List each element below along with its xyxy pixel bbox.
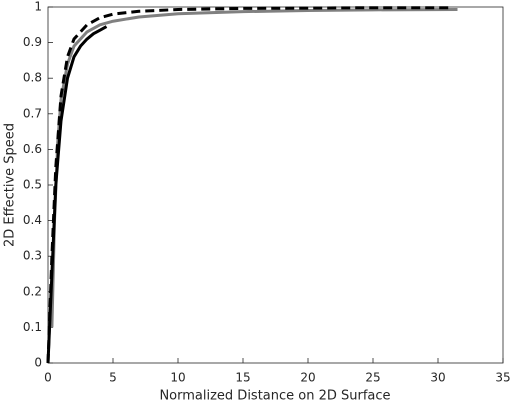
y-tick-label: 1 bbox=[34, 0, 42, 14]
data-line bbox=[46, 6, 451, 364]
y-tick-label: 0.8 bbox=[23, 71, 42, 85]
plot-frame bbox=[47, 6, 504, 364]
y-axis-label: 2D Effective Speed bbox=[3, 123, 18, 247]
y-tick-label: 0.4 bbox=[23, 213, 42, 227]
y-tick-label: 0.5 bbox=[23, 178, 42, 192]
x-tick-label: 10 bbox=[170, 371, 185, 385]
x-axis-label: Normalized Distance on 2D Surface bbox=[159, 389, 390, 403]
x-tick-label: 0 bbox=[44, 371, 52, 385]
y-tick-label: 0 bbox=[34, 356, 42, 370]
y-tick-label: 0.9 bbox=[23, 35, 42, 49]
y-tick-label: 0.7 bbox=[23, 106, 42, 120]
y-tick-label: 0.2 bbox=[23, 284, 42, 298]
x-tick-label: 25 bbox=[365, 371, 380, 385]
data-line bbox=[46, 25, 108, 364]
y-tick-label: 0.3 bbox=[23, 249, 42, 263]
x-tick-label: 35 bbox=[495, 371, 510, 385]
y-tick-label: 0.6 bbox=[23, 142, 42, 156]
data-line bbox=[50, 7, 458, 328]
x-tick-label: 5 bbox=[109, 371, 117, 385]
y-tick-label: 0.1 bbox=[23, 320, 42, 334]
x-tick-label: 30 bbox=[430, 371, 445, 385]
x-tick-label: 15 bbox=[235, 371, 250, 385]
x-tick-label: 20 bbox=[300, 371, 315, 385]
